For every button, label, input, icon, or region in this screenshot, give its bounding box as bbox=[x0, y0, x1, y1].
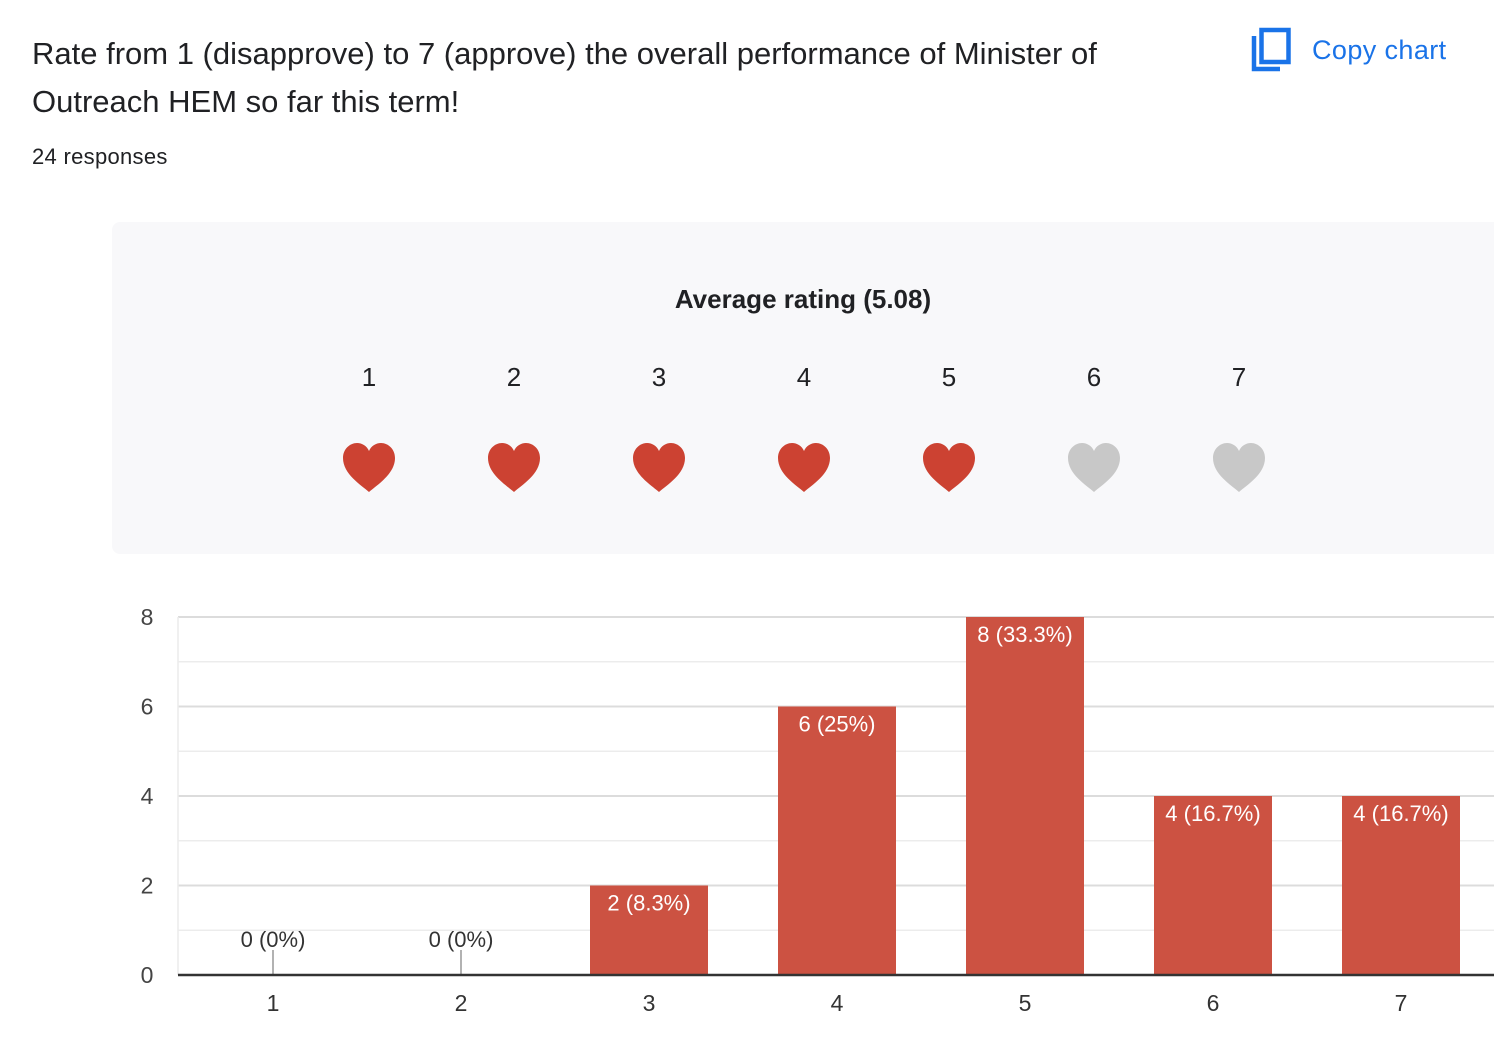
average-rating-panel: Average rating (5.08) 1 2 3 4 5 6 7 bbox=[112, 222, 1494, 554]
rating-scale: 1 2 3 4 5 6 7 bbox=[112, 222, 1494, 554]
x-tick-label: 7 bbox=[1395, 990, 1408, 1016]
response-count: 24 responses bbox=[32, 144, 168, 169]
bar-data-label: 0 (0%) bbox=[241, 927, 306, 952]
y-tick-label: 0 bbox=[141, 962, 154, 988]
heart-filled-icon bbox=[343, 443, 395, 492]
heart-filled-icon bbox=[923, 443, 975, 492]
bar-data-label: 4 (16.7%) bbox=[1353, 801, 1448, 826]
bar bbox=[590, 885, 708, 975]
copy-chart-button[interactable]: Copy chart bbox=[1250, 26, 1447, 74]
bar-data-label: 4 (16.7%) bbox=[1165, 801, 1260, 826]
bar-data-label: 6 (25%) bbox=[798, 712, 875, 737]
rating-scale-label: 3 bbox=[651, 362, 667, 392]
bar-chart: 0 2 4 6 8 0 (0%) 1 0 (0%) 2 2 (8.3%) 3 6 (25%) 4 8 (3… bbox=[0, 590, 1494, 1030]
bar-data-label: 8 (33.3%) bbox=[977, 622, 1072, 647]
x-tick-label: 1 bbox=[267, 990, 280, 1016]
y-tick-label: 2 bbox=[141, 873, 154, 899]
y-tick-label: 4 bbox=[141, 783, 154, 809]
bar bbox=[1342, 796, 1460, 975]
bar bbox=[1154, 796, 1272, 975]
question-title: Rate from 1 (disapprove) to 7 (approve) … bbox=[32, 36, 1097, 119]
heart-filled-icon bbox=[488, 443, 540, 492]
heart-empty-icon bbox=[1068, 443, 1120, 492]
rating-scale-label: 1 bbox=[361, 362, 377, 392]
y-tick-label: 8 bbox=[141, 604, 154, 630]
rating-scale-label: 5 bbox=[941, 362, 957, 392]
rating-scale-label: 4 bbox=[796, 362, 812, 392]
bar bbox=[966, 617, 1084, 975]
heart-filled-icon bbox=[633, 443, 685, 492]
x-tick-label: 3 bbox=[643, 990, 656, 1016]
rating-scale-label: 6 bbox=[1086, 362, 1102, 392]
x-tick-label: 2 bbox=[455, 990, 468, 1016]
bar-data-label: 0 (0%) bbox=[429, 927, 494, 952]
bar-data-label: 2 (8.3%) bbox=[607, 891, 690, 916]
x-tick-label: 4 bbox=[831, 990, 844, 1016]
copy-icon bbox=[1251, 27, 1291, 72]
copy-chart-label: Copy chart bbox=[1312, 34, 1447, 65]
rating-scale-label: 7 bbox=[1231, 362, 1247, 392]
rating-scale-label: 2 bbox=[506, 362, 522, 392]
bar bbox=[778, 706, 896, 975]
average-rating-title: Average rating (5.08) bbox=[674, 284, 932, 314]
heart-filled-icon bbox=[778, 443, 830, 492]
x-tick-label: 6 bbox=[1207, 990, 1220, 1016]
heart-empty-icon bbox=[1213, 443, 1265, 492]
x-tick-label: 5 bbox=[1019, 990, 1032, 1016]
bar-chart-svg: 0 2 4 6 8 0 (0%) 1 0 (0%) 2 2 (8.3%) 3 6 (25%) 4 8 (3… bbox=[141, 604, 1494, 1016]
y-tick-label: 6 bbox=[141, 694, 154, 720]
